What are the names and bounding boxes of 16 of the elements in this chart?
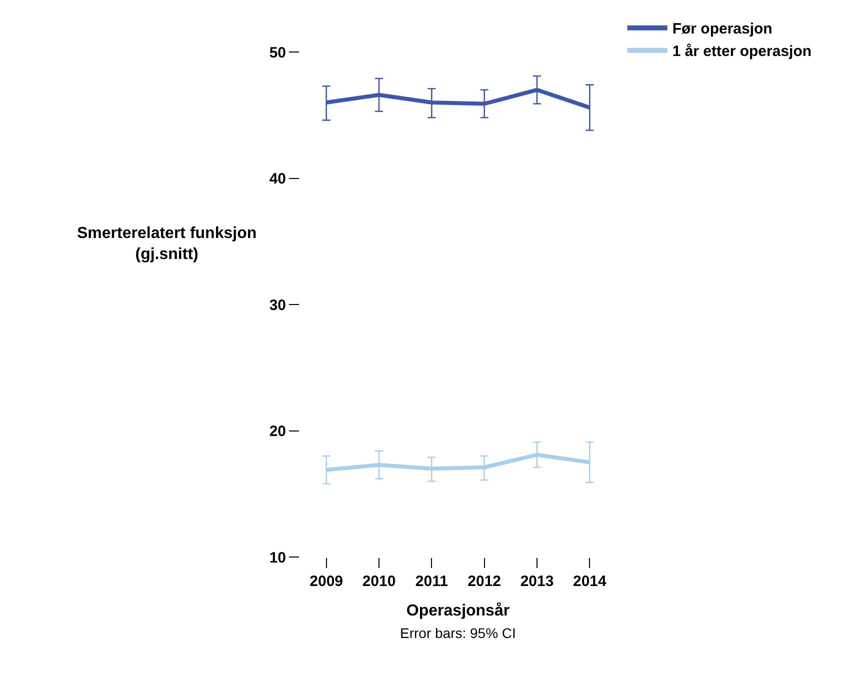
y-tick-label: 40 — [269, 170, 286, 188]
y-tick-label: 30 — [269, 296, 286, 314]
y-tick-label: 50 — [269, 44, 286, 62]
x-tick-label: 2012 — [468, 573, 502, 590]
y-axis-title: Smerterelatert funksjon (gj.snitt) — [77, 225, 257, 263]
y-tick-label: 10 — [269, 549, 286, 566]
x-tick-label: 2014 — [572, 573, 608, 590]
legend-label: 1 år etter operasjon — [672, 43, 812, 60]
x-tick-label: 2009 — [310, 573, 344, 590]
x-tick-label: 2010 — [362, 573, 396, 590]
x-tick-label: 2013 — [520, 573, 554, 590]
text: Error bars: 95% CI — [400, 625, 516, 641]
x-tick-label: 2011 — [415, 573, 448, 590]
y-tick-label: 20 — [269, 423, 286, 440]
legend-label: Før operasjon — [672, 20, 772, 38]
x-axis-title: Operasjonsår — [406, 602, 510, 620]
